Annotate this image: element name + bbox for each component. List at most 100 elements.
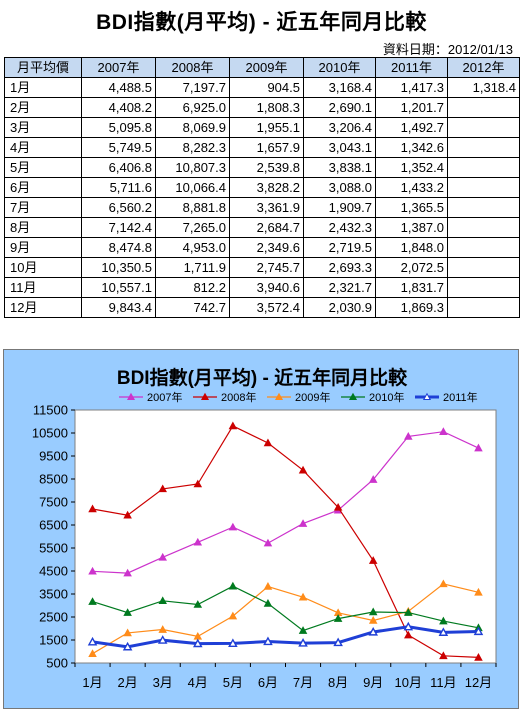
data-point	[228, 638, 238, 647]
row-month-label: 5月	[4, 157, 82, 178]
x-tick-label: 7月	[293, 675, 313, 690]
x-tick-label: 1月	[82, 675, 102, 690]
table-cell: 3,088.0	[303, 177, 376, 198]
table-cell	[447, 297, 520, 318]
x-tick-label: 11月	[430, 675, 457, 690]
data-point	[123, 568, 132, 577]
data-point	[439, 616, 448, 625]
data-point	[263, 582, 273, 590]
data-point	[158, 484, 167, 493]
header-year-1: 2008年	[155, 57, 230, 78]
data-point	[158, 552, 167, 561]
data-point	[333, 502, 343, 511]
table-cell: 1,318.4	[447, 77, 520, 98]
table-cell	[447, 97, 520, 118]
row-month-label: 9月	[4, 237, 82, 258]
y-tick-label: 3500	[39, 587, 68, 602]
table-cell: 6,406.8	[81, 157, 156, 178]
data-point	[123, 608, 132, 616]
table-cell	[447, 117, 520, 138]
data-point	[368, 626, 378, 636]
data-point	[263, 599, 273, 607]
data-point	[333, 637, 343, 647]
row-month-label: 4月	[4, 137, 82, 158]
table-cell	[447, 237, 520, 258]
x-tick-label: 8月	[328, 675, 348, 690]
data-point	[193, 638, 203, 648]
legend-marker	[126, 392, 136, 401]
series-line-2010年	[92, 585, 479, 632]
table-cell	[447, 197, 520, 218]
data-point	[88, 504, 97, 513]
table-cell: 3,572.4	[229, 297, 304, 318]
row-month-label: 3月	[4, 117, 82, 138]
table-cell: 2,719.5	[303, 237, 376, 258]
data-point	[158, 596, 167, 605]
table-cell	[447, 277, 520, 298]
chart-title: BDI指數(月平均) - 近五年同月比較	[117, 366, 408, 389]
table-cell: 2,745.7	[229, 257, 304, 278]
table-row: 5月 6,406.8 10,807.3 2,539.8 3,838.1 1,352.4	[4, 157, 520, 178]
table-row: 9月 8,474.8 4,953.0 2,349.6 2,719.5 1,848.0	[4, 237, 520, 258]
data-point	[193, 479, 203, 488]
y-tick-label: 5500	[39, 541, 68, 556]
y-tick-label: 6500	[39, 518, 68, 533]
row-month-label: 11月	[4, 277, 82, 298]
data-point	[298, 465, 308, 474]
table-cell: 8,881.8	[155, 197, 230, 218]
table-cell: 2,693.3	[303, 257, 376, 278]
data-point	[368, 556, 378, 564]
table-cell: 4,408.2	[81, 97, 156, 118]
header-month-avg: 月平均價	[4, 57, 82, 78]
table-cell: 3,043.1	[303, 137, 376, 158]
table-cell: 1,848.0	[375, 237, 448, 258]
bdi-line-chart: BDI指數(月平均) - 近五年同月比較 500 1500 2500 3500 4500 5…	[32, 366, 497, 690]
table-cell: 1,657.9	[229, 137, 304, 158]
y-tick-label: 2500	[39, 610, 68, 625]
data-point	[298, 592, 308, 601]
table-cell: 3,940.6	[229, 277, 304, 298]
legend-label: 2010年	[369, 390, 404, 404]
table-cell: 1,909.7	[303, 197, 376, 218]
y-tick-label: 7500	[39, 495, 68, 510]
data-point	[474, 443, 483, 452]
table-row: 4月 5,749.5 8,282.3 1,657.9 3,043.1 1,342.6	[4, 137, 520, 158]
table-cell: 2,539.8	[229, 157, 304, 178]
table-row: 3月 5,095.8 8,069.9 1,955.1 3,206.4 1,492.7	[4, 117, 520, 138]
data-point	[88, 597, 97, 605]
table-cell: 8,282.3	[155, 137, 230, 158]
table-cell: 1,342.6	[375, 137, 448, 158]
legend-label: 2007年	[147, 390, 182, 404]
legend-marker	[274, 392, 284, 401]
data-point	[473, 626, 484, 636]
table-cell	[447, 137, 520, 158]
table-cell: 1,869.3	[375, 297, 448, 318]
legend-label: 2011年	[443, 390, 478, 404]
data-point	[474, 652, 483, 661]
data-point	[404, 608, 413, 616]
table-row: 1月 4,488.5 7,197.7 904.5 3,168.4 1,417.3 1,318…	[4, 77, 520, 98]
data-point	[404, 432, 413, 440]
table-cell: 2,030.9	[303, 297, 376, 318]
data-point	[123, 510, 132, 519]
row-month-label: 1月	[4, 77, 82, 98]
row-month-label: 10月	[4, 257, 82, 278]
table-cell: 742.7	[155, 297, 230, 318]
y-tick-label: 8500	[39, 472, 68, 487]
table-cell: 5,711.6	[81, 177, 156, 198]
table-cell: 1,365.5	[375, 197, 448, 218]
table-cell: 2,684.7	[229, 217, 304, 238]
x-tick-label: 3月	[153, 675, 173, 690]
data-point	[88, 649, 97, 657]
table-cell: 1,831.7	[375, 277, 448, 298]
table-cell: 2,690.1	[303, 97, 376, 118]
table-cell: 1,433.2	[375, 177, 448, 198]
table-cell: 10,350.5	[81, 257, 156, 278]
bdi-monthly-table: 月平均價 2007年 2008年 2009年 2010年 2011年 2012年 1月 4,4…	[4, 57, 520, 318]
data-point	[123, 628, 132, 637]
y-tick-label: 11500	[33, 403, 68, 418]
x-tick-label: 6月	[258, 675, 278, 690]
data-point	[298, 519, 308, 527]
table-cell: 6,560.2	[81, 197, 156, 218]
data-point	[368, 475, 378, 483]
